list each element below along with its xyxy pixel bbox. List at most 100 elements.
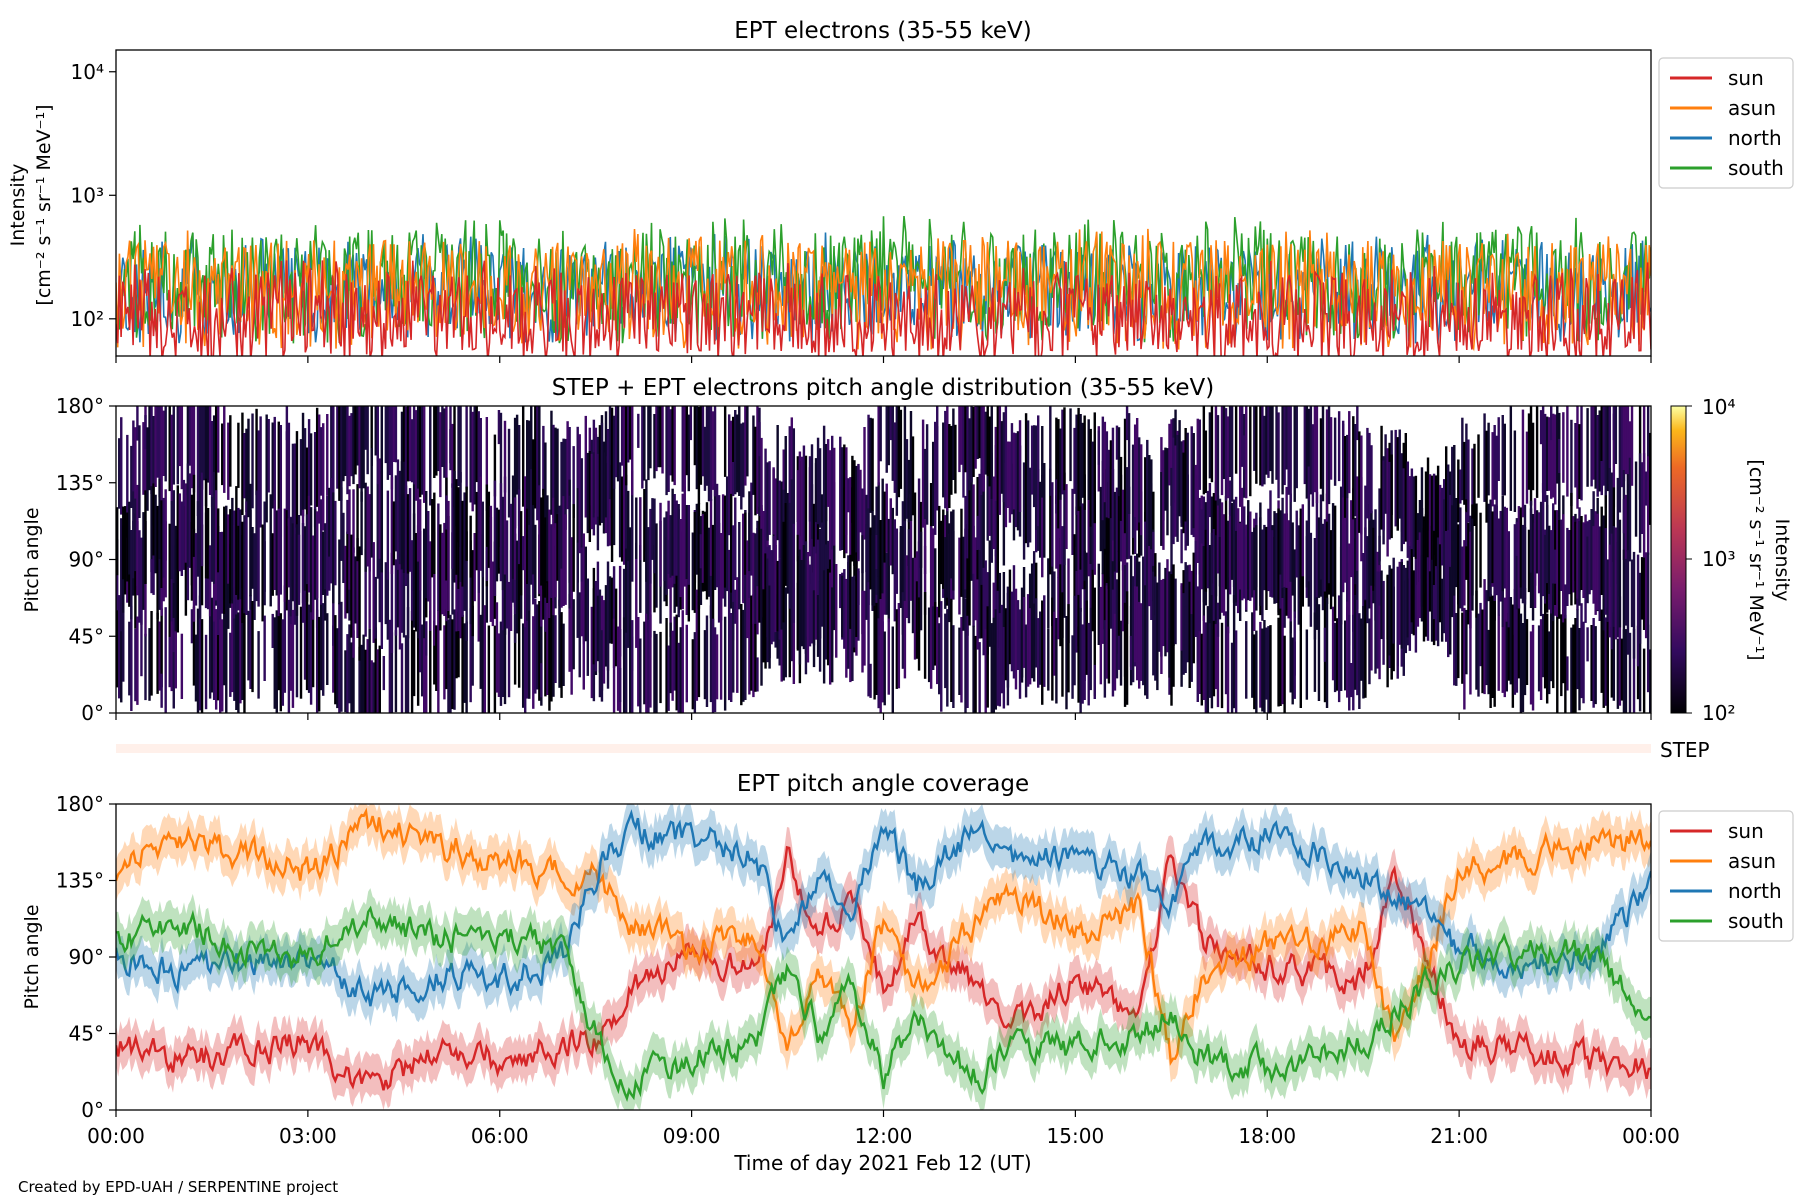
pad-cell-north <box>622 406 626 496</box>
pad-cell-asun <box>277 421 280 512</box>
pad-cell-sun <box>1348 543 1351 646</box>
pad-cell-asun <box>1352 488 1355 575</box>
pad-cell-asun <box>429 406 432 506</box>
pad-cell-south <box>675 614 678 711</box>
pad-cell-north <box>699 406 703 485</box>
pad-cell-north <box>1640 462 1644 534</box>
pad-cell-north <box>1210 406 1214 483</box>
intensity-y-tick-label-0: 10² <box>71 307 104 331</box>
pad-cell-sun <box>378 645 381 713</box>
pad-cell-south <box>269 494 272 607</box>
pad-cell-south <box>1083 589 1086 700</box>
pad-cell-south <box>1344 620 1347 691</box>
pad-cell-north <box>786 493 789 594</box>
pad-cell-south <box>1103 620 1107 698</box>
pad-cell-south <box>639 638 642 713</box>
pad-cell-south <box>1170 574 1173 639</box>
pad-cell-south <box>891 626 894 713</box>
pad-cell-asun <box>1574 423 1577 488</box>
pad-cell-south <box>386 490 390 580</box>
pad-cell-asun <box>1204 529 1208 592</box>
pad-cell-asun <box>865 524 868 620</box>
pad-cell-sun <box>1002 572 1006 675</box>
pad-cell-asun <box>265 414 268 523</box>
pad-cell-north <box>1103 421 1107 503</box>
pad-cell-south <box>499 483 503 568</box>
pad-cell-north <box>974 406 977 469</box>
pad-cell-asun <box>1493 425 1496 500</box>
pad-cell-sun <box>196 608 200 713</box>
pad-cell-sun <box>231 600 234 693</box>
pad-cell-north <box>275 510 278 596</box>
pad-cell-south <box>665 618 668 713</box>
pad-cell-sun <box>1051 550 1054 627</box>
pad-cell-sun <box>332 625 335 693</box>
pad-cell-south <box>1570 492 1573 606</box>
pad-cell-south <box>285 510 289 611</box>
pad-cell-south <box>594 581 598 672</box>
pad-cell-sun <box>1487 629 1490 695</box>
pad-cell-north <box>451 532 454 615</box>
pad-cell-north <box>1166 448 1169 536</box>
pad-cell-sun <box>560 612 563 698</box>
pad-cell-sun <box>752 532 755 624</box>
pad-cell-south <box>883 631 886 706</box>
pad-cell-south <box>370 448 373 558</box>
pad-cell-south <box>313 509 317 600</box>
pad-cell-south <box>1578 521 1581 606</box>
pad-cell <box>1152 531 1155 566</box>
pad-cell-sun <box>707 527 711 597</box>
pad-cell-south <box>1202 615 1206 700</box>
pad-cell-north <box>1313 406 1317 493</box>
pad-cell-asun <box>620 476 624 562</box>
pad-cell-sun <box>1570 627 1573 713</box>
pad-cell-north <box>455 526 458 632</box>
pad-cell-south <box>196 501 200 577</box>
pad-cell-south <box>1596 513 1599 611</box>
pad-cell-sun <box>558 599 561 688</box>
pad-cell-asun <box>1283 513 1286 588</box>
pad-cell-south <box>1174 578 1177 645</box>
pad-cell-south <box>822 570 826 684</box>
pad-cell-north <box>1228 406 1232 477</box>
pad-cell <box>1356 406 1359 441</box>
pitch-angle-coverage-panel: EPT pitch angle coverage 0°45°90°135°180… <box>21 771 1794 1175</box>
pad-cell-north <box>1616 477 1620 584</box>
pad-cell-sun <box>319 603 323 691</box>
pad-cell-sun <box>1622 629 1626 713</box>
pad-cell-sun <box>1537 625 1541 692</box>
pad-cell-sun <box>1059 538 1062 647</box>
pad-cell-north <box>219 532 222 620</box>
pad-cell-north <box>354 556 357 624</box>
colorbar-label: Intensity <box>1771 519 1793 602</box>
pad-cell-south <box>1077 626 1080 703</box>
pad-cell-asun <box>917 541 921 632</box>
pad-cell-asun <box>1327 513 1331 584</box>
pad-cell-north <box>174 525 177 632</box>
pad-cell-asun <box>120 417 123 515</box>
pad-cell-asun <box>1319 494 1323 580</box>
pad-cell-south <box>459 472 462 582</box>
pad-cell-asun <box>1550 432 1553 499</box>
pad-cell-south <box>1142 600 1145 686</box>
pad-cell-north <box>378 553 381 623</box>
pad-cell-north <box>138 530 141 623</box>
pad-cell-asun <box>1022 462 1026 560</box>
pad-cell-south <box>1558 520 1561 619</box>
pad-cell-asun <box>138 425 141 518</box>
pad-cell-asun <box>679 519 682 598</box>
pad-cell-south <box>364 482 367 572</box>
pad-cell-south <box>1152 571 1155 676</box>
pad-cell-south <box>154 494 157 574</box>
coverage-x-axis-label: Time of day 2021 Feb 12 (UT) <box>733 1151 1031 1175</box>
pad-cell-sun <box>374 627 377 713</box>
pad-cell-north <box>1414 475 1418 559</box>
pad-cell-sun <box>1523 588 1527 696</box>
pad-cell-south <box>1489 499 1492 597</box>
pad-cell-asun <box>923 545 927 615</box>
pad-cell-sun <box>1265 526 1268 610</box>
pad-cell-north <box>960 406 963 465</box>
coverage-line-sun <box>116 845 1651 1091</box>
pad-cell-north <box>1348 411 1351 494</box>
pad-cell <box>1350 663 1353 698</box>
